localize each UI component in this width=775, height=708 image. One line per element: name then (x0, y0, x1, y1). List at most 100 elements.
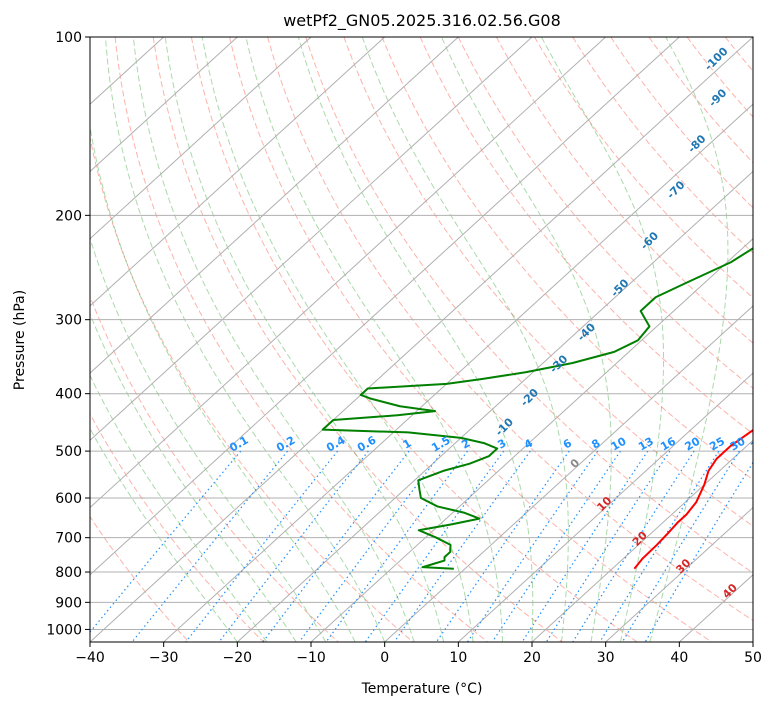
moist-adiabat-line (90, 123, 356, 642)
moist-adiabat-label: -100 (702, 44, 731, 73)
mixing-ratio-line (521, 450, 649, 642)
y-tick-label: 300 (55, 313, 82, 329)
moist-adiabat-line (164, 37, 445, 642)
moist-adiabat-line (361, 37, 569, 642)
moist-adiabat-line (201, 37, 474, 642)
x-tick-label: 30 (597, 650, 615, 666)
dry-adiabat-line (495, 37, 753, 344)
isotherm-label: 10 (594, 494, 614, 514)
isotherm-line (531, 439, 753, 642)
chart-title: wetPf2_GN05.2025.316.02.56.G08 (283, 11, 561, 31)
isotherm-line (90, 37, 459, 374)
isotherm-line (90, 37, 680, 576)
moist-adiabat-line (245, 37, 504, 642)
y-tick-label: 700 (55, 531, 82, 547)
mixing-ratio-label: 36 (748, 434, 768, 453)
mixing-ratio-line (131, 450, 289, 642)
isotherm-line (605, 506, 753, 642)
mixing-ratio-line (393, 450, 531, 642)
mixing-ratio-line (262, 450, 410, 642)
y-tick-label: 600 (55, 491, 82, 507)
dry-adiabat-line (114, 37, 488, 642)
mixing-ratio-lines (90, 450, 753, 642)
plot-frame (89, 36, 754, 643)
dry-adiabat-line (90, 412, 264, 642)
x-tick-label: −40 (75, 650, 105, 666)
moist-adiabat-label: -20 (518, 386, 541, 409)
x-tick-label: −20 (223, 650, 253, 666)
mixing-ratio-line (435, 450, 570, 642)
x-tick-label: 20 (523, 650, 541, 666)
dry-adiabat-line (763, 37, 775, 642)
x-axis-label: Temperature (°C) (361, 681, 483, 697)
moist-adiabat-label: -60 (638, 229, 661, 252)
y-axis-ticks: 100 200 300 400 500 600 700 800 900 1000 (46, 30, 90, 638)
isotherm-line (90, 37, 753, 642)
dry-adiabat-line (381, 37, 753, 481)
isotherm-label: 30 (673, 556, 693, 576)
dry-adiabat-line (648, 37, 753, 164)
y-tick-label: 400 (55, 387, 82, 403)
line-labels: 0.1 0.2 0.4 0.6 1 1.5 2 3 4 6 8 10 13 16 20 25 30 36-100-… (227, 44, 768, 601)
x-tick-label: 10 (449, 650, 467, 666)
mixing-ratio-line (298, 450, 444, 642)
y-tick-label: 800 (55, 565, 82, 581)
moist-adiabats (90, 37, 729, 642)
dry-adiabat-line (90, 295, 339, 642)
mixing-ratio-line (325, 450, 469, 642)
isotherm-line (90, 37, 312, 240)
isotherm-grid (90, 37, 753, 642)
moist-adiabat-line (90, 312, 297, 642)
moist-adiabat-label: -50 (608, 276, 631, 299)
dry-adiabat-line (229, 37, 713, 642)
isotherm-line (457, 372, 753, 642)
dewpoint-profile (321, 247, 753, 570)
moist-adiabat-line (540, 37, 665, 642)
dry-adiabat-line (305, 37, 753, 574)
dry-adiabat-line (190, 37, 638, 642)
y-tick-label: 500 (55, 444, 82, 460)
x-tick-label: −10 (296, 650, 326, 666)
isotherm-line (163, 103, 753, 642)
mixing-ratio-label: 1 (401, 437, 414, 452)
mixing-ratio-line (218, 450, 369, 642)
mixing-ratio-label: 8 (589, 437, 602, 452)
mixing-ratio-label: 2 (459, 437, 472, 452)
sounding-profiles (321, 247, 753, 570)
isotherm-label: 40 (720, 581, 740, 601)
mixing-ratio-line (185, 450, 339, 642)
y-axis-label: Pressure (hPa) (12, 290, 28, 390)
plot-area: 0.1 0.2 0.4 0.6 1 1.5 2 3 4 6 8 10 13 16 20 25 30 36-100-… (90, 37, 775, 642)
moist-adiabat-line (90, 427, 238, 642)
moist-adiabat-line (297, 37, 534, 642)
moist-adiabat-label: -80 (685, 132, 708, 155)
temperature-profile (633, 428, 753, 570)
mixing-ratio-label: 6 (561, 436, 574, 451)
dry-adiabat-line (152, 37, 563, 642)
moist-adiabat-line (90, 236, 327, 642)
isotherm-line (752, 641, 753, 642)
x-tick-label: −30 (149, 650, 179, 666)
x-tick-label: 0 (380, 650, 389, 666)
moist-adiabat-label: -10 (493, 415, 516, 438)
moist-adiabat-line (441, 37, 612, 642)
y-tick-label: 200 (55, 208, 82, 224)
isotherm-line (90, 37, 533, 442)
moist-adiabat-line (104, 37, 386, 642)
isotherm-line (310, 237, 753, 642)
y-tick-label: 1000 (46, 622, 82, 638)
dry-adiabat-line (724, 37, 753, 72)
isotherm-line (384, 305, 753, 642)
y-tick-label: 100 (55, 30, 82, 46)
dry-adiabat-line (686, 37, 753, 118)
isotherm-line (236, 170, 753, 642)
mixing-ratio-line (90, 450, 242, 634)
dry-adiabat-line (534, 37, 753, 299)
x-tick-label: 50 (744, 650, 762, 666)
moist-adiabat-label: -90 (706, 86, 729, 109)
mixing-ratio-line (621, 450, 740, 642)
x-axis-ticks: −40 −30 −20 −10 0 10 20 30 40 50 (75, 642, 762, 666)
y-tick-label: 900 (55, 595, 82, 611)
moist-adiabat-line (90, 374, 268, 642)
